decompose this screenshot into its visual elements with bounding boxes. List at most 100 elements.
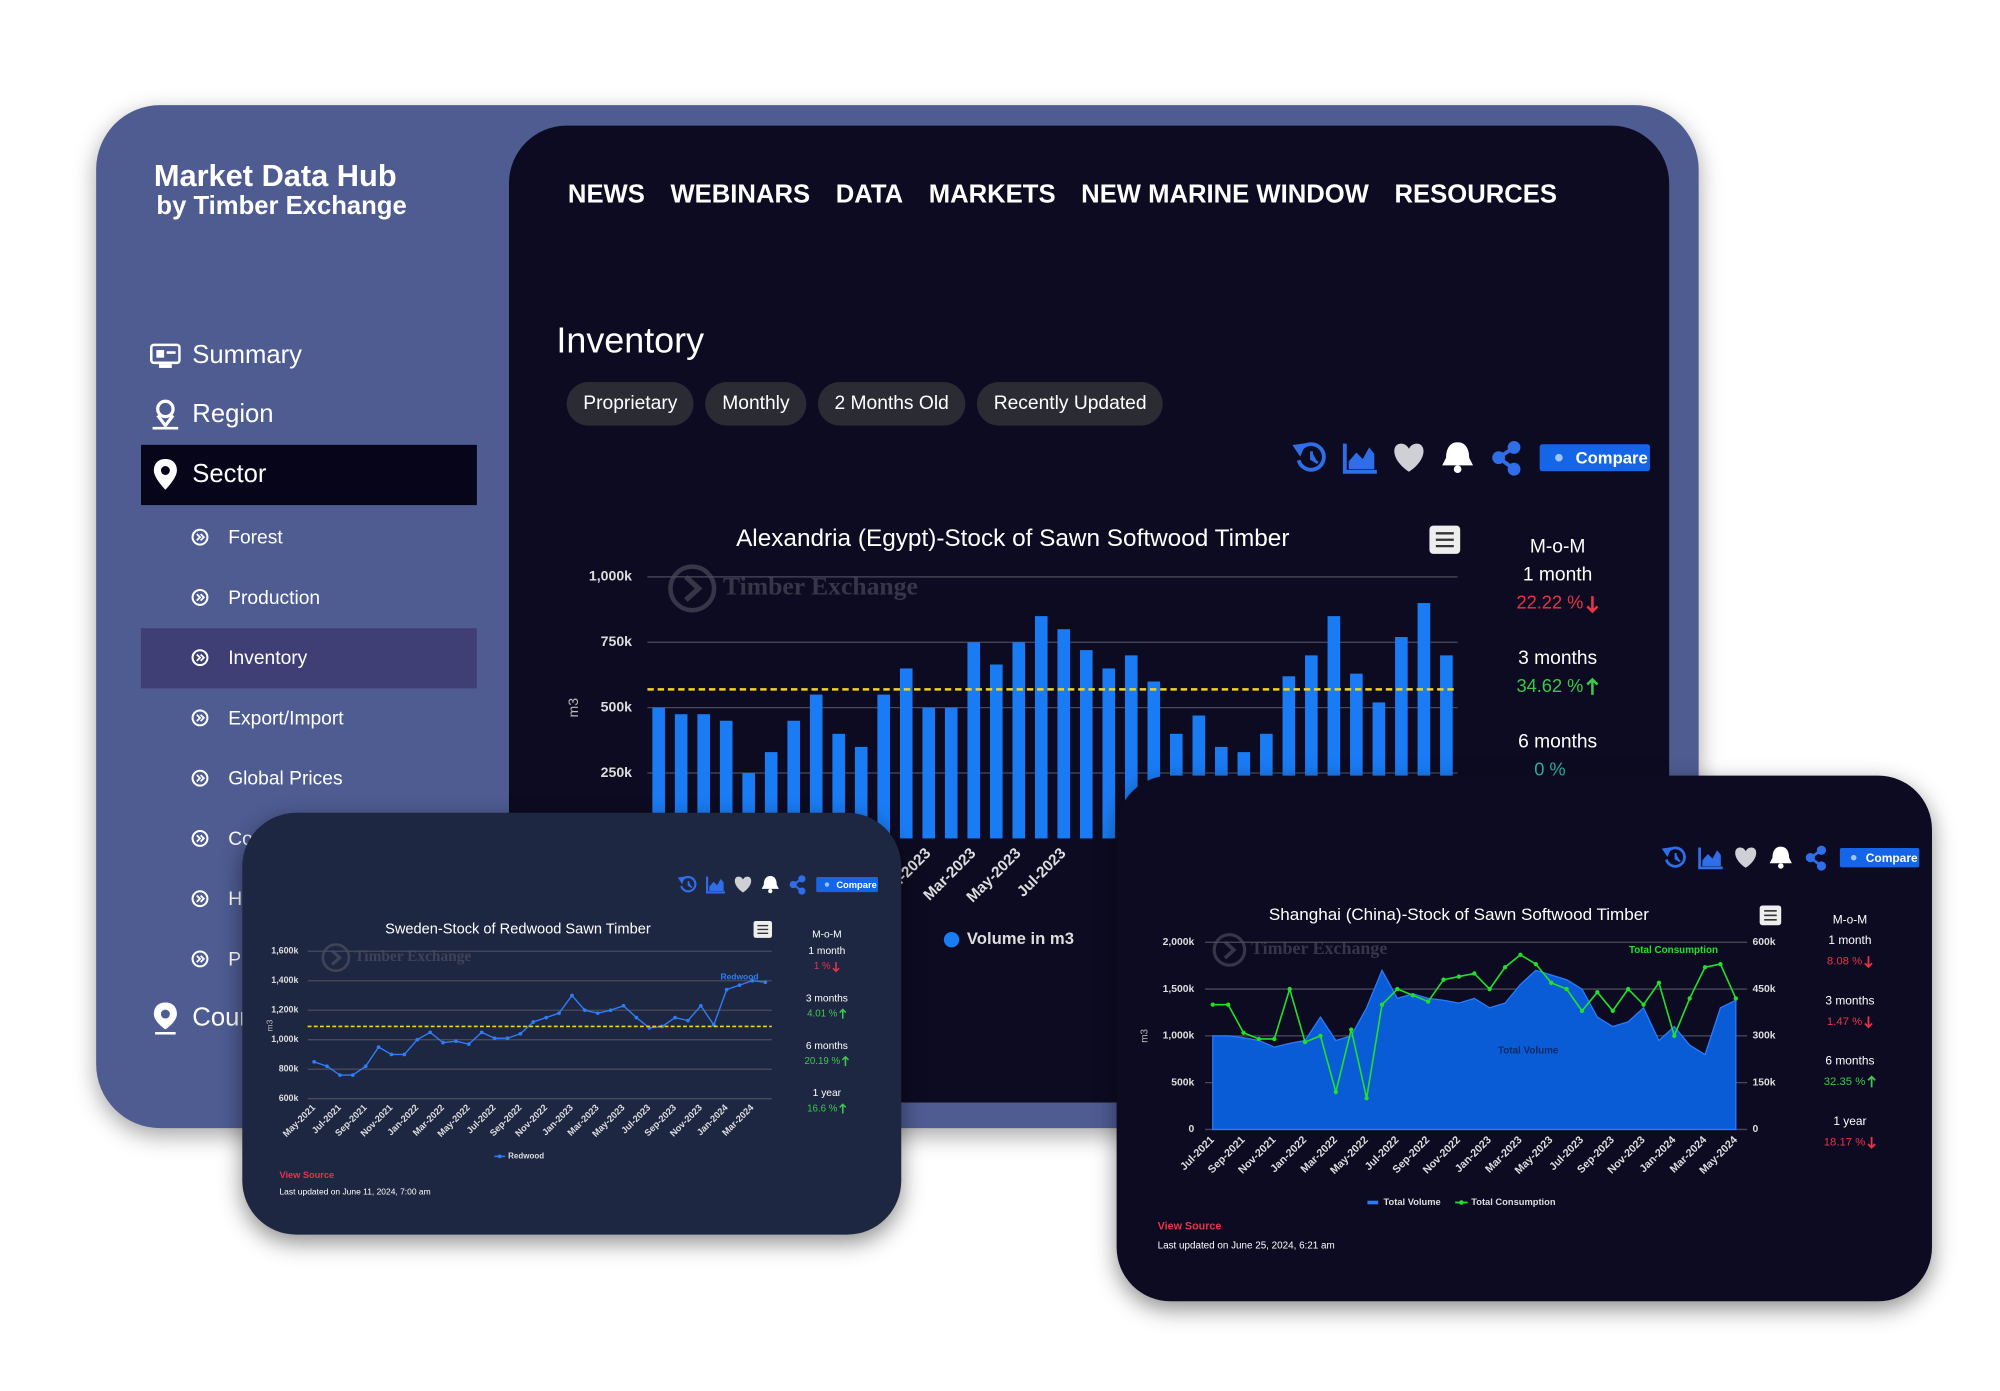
legend: Total Volume Total Consumption: [1367, 1197, 1556, 1207]
submenu-icon: [191, 829, 209, 847]
share-icon-node: [1507, 441, 1521, 454]
point: [492, 1036, 497, 1041]
point: [1302, 1039, 1308, 1045]
submenu-label: Production: [228, 586, 321, 609]
y2-tick-label: 150k: [1752, 1077, 1775, 1088]
legend-marker: [1367, 1200, 1379, 1205]
bar: [697, 714, 710, 839]
submenu-item[interactable]: P: [191, 940, 241, 978]
sector-icon: [153, 458, 177, 490]
point: [634, 1015, 639, 1020]
nav-link[interactable]: RESOURCES: [1394, 180, 1557, 209]
alert-icon: [1769, 846, 1792, 864]
point: [557, 1011, 561, 1016]
point: [338, 1073, 342, 1077]
compare-dot: [1555, 453, 1563, 462]
point: [1718, 961, 1723, 967]
view-source[interactable]: View Source: [1158, 1221, 1222, 1233]
tag[interactable]: Recently Updated: [977, 382, 1164, 426]
menu-item[interactable]: Region: [150, 395, 274, 433]
menu-item[interactable]: Cour: [150, 999, 248, 1037]
y-axis-label: m3: [565, 698, 581, 718]
watermark-text: Timber Exchange: [1251, 938, 1387, 958]
point: [1272, 1036, 1277, 1042]
point: [350, 1073, 355, 1077]
y-tick-label: 800k: [279, 1064, 299, 1074]
stats-title: M-o-M: [1530, 536, 1586, 557]
point: [1625, 986, 1631, 992]
y-tick-label: 1,600k: [271, 946, 298, 956]
submenu-item[interactable]: Forest: [191, 518, 283, 556]
compare-button[interactable]: [816, 877, 878, 893]
y-tick-label: 0: [1189, 1124, 1195, 1135]
submenu-icon: [191, 890, 209, 908]
menu-item[interactable]: Summary: [149, 336, 302, 374]
menu-label: Sector: [192, 459, 267, 488]
y-axis-label: m3: [265, 1019, 275, 1031]
point: [673, 1015, 677, 1020]
submenu-label: P: [228, 948, 242, 970]
point: [1410, 993, 1415, 998]
tag[interactable]: Monthly: [705, 382, 807, 426]
compare-button[interactable]: [1839, 847, 1920, 868]
watermark-logo: [321, 943, 351, 973]
history-arrow: [1292, 443, 1319, 465]
nav-link[interactable]: MARKETS: [928, 180, 1056, 209]
watermark: Timber Exchange: [668, 564, 918, 613]
legend: Volume in m3: [943, 929, 1074, 948]
y2-tick-label: 0: [1752, 1124, 1758, 1135]
point: [1364, 1096, 1369, 1101]
submenu-item[interactable]: Global Prices: [191, 759, 343, 797]
icon-ring: [191, 950, 209, 968]
stat-period: 1 month: [1828, 933, 1871, 947]
stat-period: 6 months: [1825, 1054, 1874, 1068]
point: [737, 983, 742, 987]
point: [376, 1045, 381, 1049]
legend-label: Total Volume: [1384, 1197, 1441, 1207]
compare-dot: [1850, 854, 1857, 861]
nav-link[interactable]: DATA: [835, 180, 904, 209]
favorite-icon: [1735, 847, 1757, 868]
alert-icon-clapper: [1778, 863, 1784, 869]
stat-period: 1 year: [1833, 1114, 1866, 1128]
point: [1287, 986, 1292, 992]
nav-link[interactable]: NEW MARINE WINDOW: [1081, 180, 1369, 209]
menu-label: Cour: [192, 1003, 248, 1032]
view-source[interactable]: View Source: [279, 1170, 334, 1180]
alert-icon-clapper: [768, 888, 773, 894]
point: [402, 1052, 407, 1057]
legend-marker-dot: [497, 1154, 502, 1159]
icon-ring: [191, 769, 209, 787]
nav-link[interactable]: WEBINARS: [670, 180, 811, 209]
submenu-label: H: [228, 887, 243, 910]
history-icon: [680, 875, 697, 893]
stat-change: 18.17 %: [1824, 1136, 1866, 1148]
nav-link[interactable]: NEWS: [567, 180, 645, 209]
sweden-chart: Compare Timber Exchange Sweden-Stock of Re…: [265, 875, 878, 1196]
submenu-label: Forest: [228, 526, 283, 549]
legend: Redwood: [494, 1151, 544, 1160]
point: [1702, 965, 1708, 970]
trend-arrow: [1864, 1016, 1873, 1029]
stats-title: M-o-M: [812, 929, 842, 940]
point: [454, 1039, 458, 1044]
compare-button[interactable]: [1539, 444, 1650, 472]
submenu-item[interactable]: Inventory: [191, 638, 307, 676]
stat-change: 20.19 %: [804, 1056, 840, 1067]
submenu-item[interactable]: Production: [191, 578, 320, 616]
history-icon: [1665, 846, 1686, 868]
chart-icon-area: [1348, 447, 1375, 470]
point: [466, 1042, 471, 1046]
point: [699, 1003, 703, 1008]
tag[interactable]: 2 Months Old: [817, 382, 966, 426]
tag[interactable]: Proprietary: [566, 382, 695, 426]
bar: [1079, 650, 1093, 839]
point: [1487, 986, 1492, 992]
compare-label: Compare: [836, 880, 876, 890]
icon-ring: [191, 528, 209, 546]
submenu-item[interactable]: H: [191, 879, 242, 917]
stat-period: 3 months: [806, 993, 848, 1004]
stat-change: 8.08 %: [1827, 956, 1862, 968]
menu-item[interactable]: Sector: [150, 455, 266, 493]
submenu-item[interactable]: Export/Import: [191, 699, 344, 737]
